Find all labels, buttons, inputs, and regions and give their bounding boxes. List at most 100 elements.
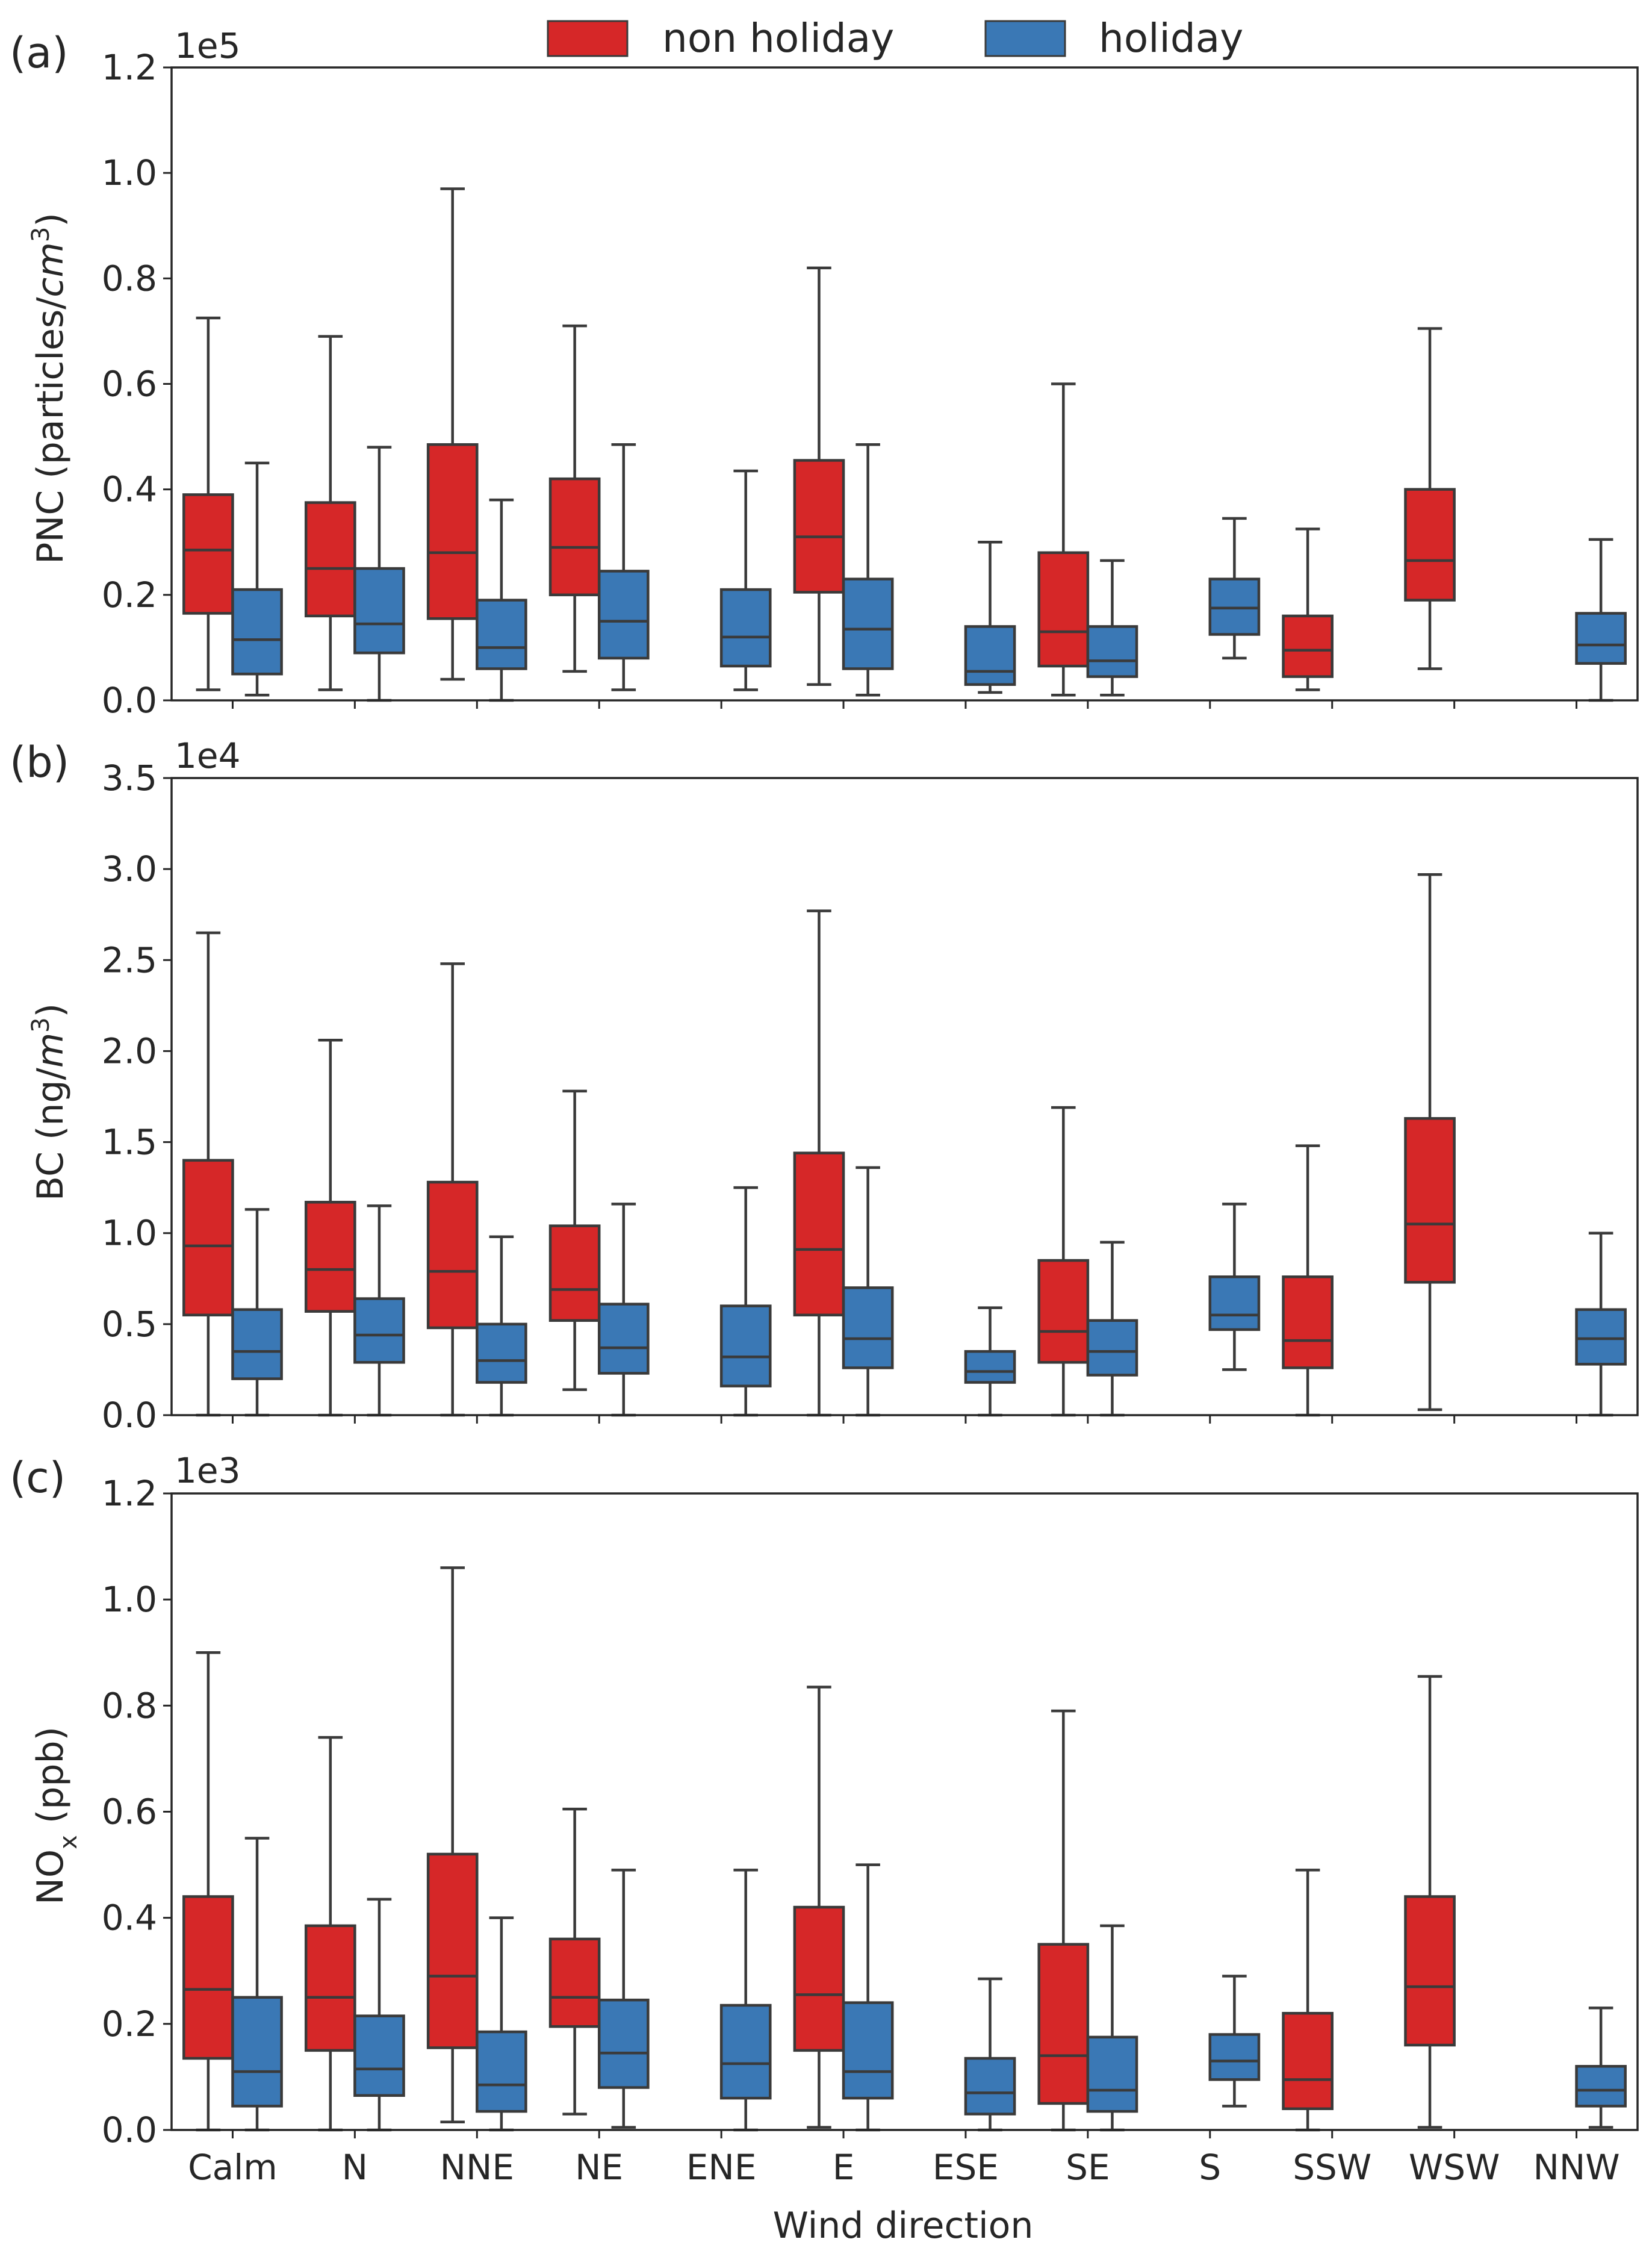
plot-area-b: 0.0 0.5 1.0 1.5 2.0 2.5 3.0 3.5: [102, 758, 1639, 1436]
plot-frame-a: [170, 66, 1639, 702]
y-tick-label-a: 1.0: [102, 152, 157, 193]
box-body: [1086, 1319, 1138, 1377]
x-tick-label-n: N: [342, 2147, 368, 2188]
box-a-non-holiday-ne: [548, 324, 601, 673]
box-body: [793, 1905, 845, 2052]
box-c-non-holiday-wsw: [1404, 1675, 1456, 2129]
box-a-holiday-n: [353, 446, 405, 702]
y-tick-label-c: 1.2: [102, 1473, 157, 1514]
box-c-holiday-e: [842, 1863, 894, 2132]
box-b-holiday-ese: [964, 1306, 1016, 1417]
box-body: [1282, 614, 1334, 678]
box-c-holiday-calm: [231, 1837, 283, 2132]
box-body: [231, 1996, 283, 2108]
box-b-holiday-ne: [597, 1203, 650, 1417]
box-body: [1575, 2065, 1627, 2108]
box-body: [842, 1286, 894, 1369]
panel-b: (b) 1e4 BC (ng/m3) 0.0 0.5 1.0 1.5 2.0 2.5 3.0…: [10, 735, 1639, 1436]
box-body: [964, 2056, 1016, 2116]
box-c-holiday-n: [353, 1898, 405, 2132]
y-axis-label-a: PNC (particles/cm3): [27, 213, 72, 564]
y-tick-label-a: 0.0: [102, 680, 157, 721]
box-body: [476, 1322, 527, 1384]
y-tick-label-b: 3.5: [102, 758, 157, 799]
box-body: [182, 1895, 234, 2060]
box-c-holiday-ne: [597, 1869, 650, 2129]
legend-label-holiday: holiday: [1099, 15, 1243, 61]
y-tick-label-c: 0.8: [102, 1685, 157, 1726]
x-tick-label-e: E: [833, 2147, 855, 2188]
y-tick-label-a: 1.2: [102, 47, 157, 88]
box-body: [548, 1937, 601, 2028]
y-axis-label-b: BC (ng/m3): [27, 1003, 72, 1201]
box-a-holiday-calm: [231, 461, 283, 697]
y-tick-label-c: 1.0: [102, 1579, 157, 1620]
box-body: [182, 493, 234, 615]
box-c-holiday-s: [1208, 1975, 1261, 2108]
box-a-non-holiday-se: [1037, 382, 1090, 697]
box-a-holiday-s: [1208, 517, 1261, 660]
plot-area-c: 0.0 0.2 0.4 0.6 0.8 1.0 1.2 Calm N NNE NE ENE E ESE SE…: [102, 1473, 1639, 2188]
y-axis-label-c: NOx (ppb): [30, 1726, 82, 1905]
plot-frame-b: [170, 777, 1639, 1416]
box-a-holiday-nne: [476, 498, 527, 702]
panel-c: (c) 1e3 NOx (ppb) Wind direction 0.00.20…: [10, 1450, 1639, 2247]
y-tick-label-c: 0.6: [102, 1792, 157, 1832]
box-body: [719, 2003, 772, 2100]
y-tick-label-b: 1.0: [102, 1213, 157, 1254]
y-tick-label-a: 0.4: [102, 469, 157, 510]
legend-swatch-non-holiday: [547, 20, 629, 57]
box-body: [1575, 1308, 1627, 1366]
box-a-holiday-ene: [719, 469, 772, 691]
box-body: [353, 2014, 405, 2097]
box-b-holiday-ene: [719, 1186, 772, 1417]
box-a-holiday-ne: [597, 443, 650, 691]
box-a-non-holiday-wsw: [1404, 327, 1456, 670]
box-body: [304, 501, 356, 618]
x-tick-label-ne: NE: [575, 2147, 623, 2188]
box-c-non-holiday-ne: [548, 1807, 601, 2116]
box-body: [1037, 1943, 1090, 2105]
x-axis-label: Wind direction: [773, 2205, 1034, 2247]
box-b-non-holiday-ne: [548, 1089, 601, 1391]
box-c-non-holiday-se: [1037, 1709, 1090, 2132]
y-tick-label-a: 0.6: [102, 364, 157, 405]
box-body: [1037, 1259, 1090, 1364]
box-b-non-holiday-se: [1037, 1106, 1090, 1417]
x-tick-label-se: SE: [1066, 2147, 1110, 2188]
box-c-holiday-nne: [476, 1916, 527, 2132]
box-b-holiday-nnw: [1575, 1231, 1627, 1417]
y-tick-label-b: 2.5: [102, 939, 157, 980]
panel-label-b: (b): [10, 738, 69, 787]
box-c-non-holiday-n: [304, 1736, 356, 2132]
x-tick-label-wsw: WSW: [1409, 2147, 1500, 2188]
box-body: [548, 1224, 601, 1322]
box-body: [353, 567, 405, 655]
y-tick-label-b: 0.5: [102, 1304, 157, 1345]
box-b-non-holiday-ssw: [1282, 1144, 1334, 1417]
box-c-non-holiday-e: [793, 1686, 845, 2129]
y-tick-label-b: 3.0: [102, 848, 157, 889]
x-tick-label-ene: ENE: [686, 2147, 757, 2188]
box-body: [1208, 1275, 1261, 1331]
box-body: [1282, 1275, 1334, 1369]
x-tick-label-ssw: SSW: [1293, 2147, 1371, 2188]
x-tick-label-nnw: NNW: [1533, 2147, 1619, 2188]
box-c-non-holiday-calm: [182, 1651, 234, 2132]
box-c-holiday-ene: [719, 1869, 772, 2132]
box-body: [964, 1350, 1016, 1384]
box-b-holiday-s: [1208, 1203, 1261, 1371]
box-c-holiday-se: [1086, 1924, 1138, 2132]
box-body: [719, 1304, 772, 1387]
y-tick-label-b: 0.0: [102, 1395, 157, 1436]
legend-label-non-holiday: non holiday: [662, 15, 894, 61]
box-a-non-holiday-ssw: [1282, 528, 1334, 691]
y-tick-label-c: 0.4: [102, 1898, 157, 1938]
panel-a: (a) 1e5 PNC (particles/cm3) 0.0 0.2 0.4 0.6…: [10, 25, 1639, 721]
box-a-holiday-ese: [964, 541, 1016, 694]
y-tick-label-c: 0.0: [102, 2109, 157, 2150]
x-tick-label-s: S: [1199, 2147, 1221, 2188]
box-body: [426, 1852, 479, 2049]
x-tick-label-calm: Calm: [188, 2147, 278, 2188]
box-a-non-holiday-e: [793, 266, 845, 686]
